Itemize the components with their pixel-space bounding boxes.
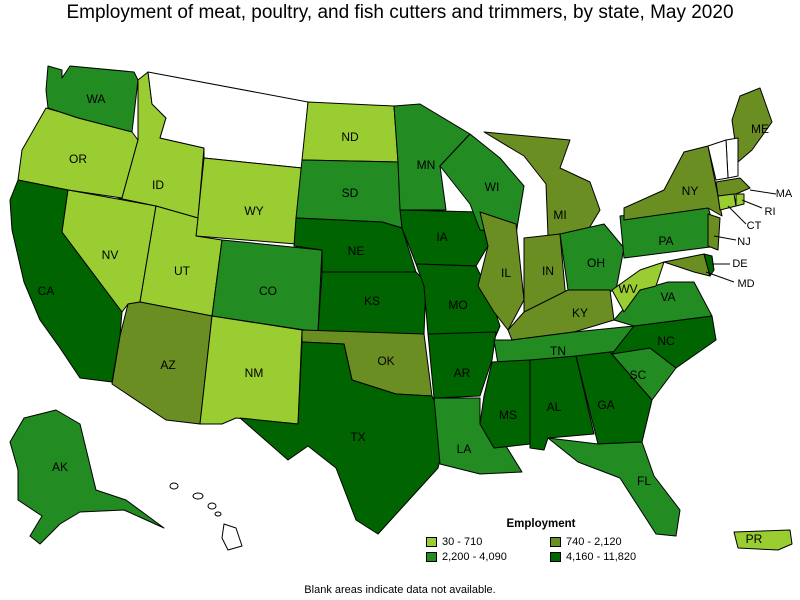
- label-ga: GA: [597, 398, 614, 412]
- label-il: IL: [501, 266, 511, 280]
- state-wi[interactable]: [439, 133, 525, 235]
- state-hi[interactable]: [169, 482, 243, 551]
- label-nc: NC: [657, 334, 675, 348]
- label-ms: MS: [499, 408, 517, 422]
- label-la: LA: [457, 442, 472, 456]
- label-al: AL: [547, 400, 562, 414]
- label-ar: AR: [454, 366, 471, 380]
- state-ri[interactable]: [735, 193, 745, 207]
- state-ks[interactable]: [317, 271, 427, 335]
- state-ct[interactable]: [717, 193, 737, 211]
- state-mn[interactable]: [393, 103, 471, 211]
- state-md[interactable]: [663, 253, 711, 277]
- label-ne: NE: [348, 244, 365, 258]
- state-vt[interactable]: [707, 139, 729, 181]
- state-ga[interactable]: [575, 351, 653, 445]
- label-nd: ND: [341, 130, 359, 144]
- label-md: MD: [737, 278, 754, 290]
- state-il[interactable]: [477, 211, 525, 331]
- state-de[interactable]: [703, 253, 715, 277]
- state-tx[interactable]: [239, 341, 449, 535]
- legend-label: 30 - 710: [442, 536, 483, 548]
- label-mn: MN: [417, 158, 436, 172]
- label-wv: WV: [618, 282, 637, 296]
- label-ri: RI: [765, 206, 776, 218]
- state-fl[interactable]: [547, 437, 681, 537]
- label-pr: PR: [746, 532, 763, 546]
- legend: Employment 30 - 710 740 - 2,120 2,200 - …: [426, 518, 656, 563]
- legend-item: 4,160 - 11,820: [550, 551, 660, 563]
- label-ks: KS: [364, 294, 380, 308]
- legend-item: 30 - 710: [426, 536, 550, 548]
- footnote: Blank areas indicate data not available.: [304, 584, 496, 596]
- state-ar[interactable]: [427, 331, 497, 399]
- legend-swatch: [550, 552, 561, 562]
- label-in: IN: [542, 264, 554, 278]
- label-ia: IA: [436, 230, 447, 244]
- state-mi[interactable]: [483, 131, 601, 237]
- state-ak[interactable]: [9, 409, 165, 545]
- state-me[interactable]: [731, 87, 773, 163]
- state-labels: WA OR CA NV ID MT WY UT AZ NM CO ND SD N…: [38, 92, 793, 546]
- label-nm: NM: [245, 366, 264, 380]
- label-az: AZ: [160, 358, 175, 372]
- state-la[interactable]: [433, 397, 523, 475]
- label-nv: NV: [102, 248, 119, 262]
- label-me: ME: [751, 122, 769, 136]
- label-nj: NJ: [737, 236, 750, 248]
- label-ky: KY: [572, 306, 588, 320]
- label-de: DE: [732, 258, 747, 270]
- label-mi: MI: [553, 208, 566, 222]
- label-wy: WY: [244, 204, 263, 218]
- label-tx: TX: [350, 430, 365, 444]
- label-ak: AK: [52, 460, 68, 474]
- state-ny[interactable]: [623, 145, 723, 221]
- label-tn: TN: [550, 344, 566, 358]
- label-mo: MO: [448, 298, 467, 312]
- label-ok: OK: [377, 354, 394, 368]
- legend-label: 2,200 - 4,090: [442, 551, 507, 563]
- label-sc: SC: [630, 368, 647, 382]
- state-wy[interactable]: [195, 157, 303, 245]
- label-ma: MA: [776, 188, 793, 200]
- label-ny: NY: [682, 184, 699, 198]
- label-wa: WA: [87, 92, 106, 106]
- state-pr[interactable]: [733, 529, 793, 551]
- label-ut: UT: [174, 264, 191, 278]
- state-nj[interactable]: [707, 213, 721, 251]
- state-ma[interactable]: [715, 177, 751, 197]
- legend-item: 740 - 2,120: [550, 536, 660, 548]
- label-co: CO: [259, 284, 277, 298]
- state-wa[interactable]: [45, 65, 139, 133]
- label-sd: SD: [342, 186, 359, 200]
- state-wv[interactable]: [611, 261, 665, 313]
- callout-lines: [705, 189, 777, 283]
- label-wi: WI: [485, 180, 500, 194]
- legend-swatch: [426, 537, 437, 547]
- label-ca: CA: [38, 284, 55, 298]
- label-oh: OH: [587, 256, 605, 270]
- legend-title: Employment: [506, 518, 576, 530]
- label-pa: PA: [658, 234, 673, 248]
- legend-label: 740 - 2,120: [566, 536, 622, 548]
- label-va: VA: [660, 290, 675, 304]
- legend-label: 4,160 - 11,820: [566, 551, 637, 563]
- legend-item: 2,200 - 4,090: [426, 551, 550, 563]
- map-title: Employment of meat, poultry, and fish cu…: [66, 2, 734, 23]
- legend-swatch: [550, 537, 561, 547]
- label-id: ID: [152, 178, 164, 192]
- label-fl: FL: [637, 474, 651, 488]
- legend-swatch: [426, 552, 437, 562]
- label-ct: CT: [747, 220, 762, 232]
- label-or: OR: [69, 152, 87, 166]
